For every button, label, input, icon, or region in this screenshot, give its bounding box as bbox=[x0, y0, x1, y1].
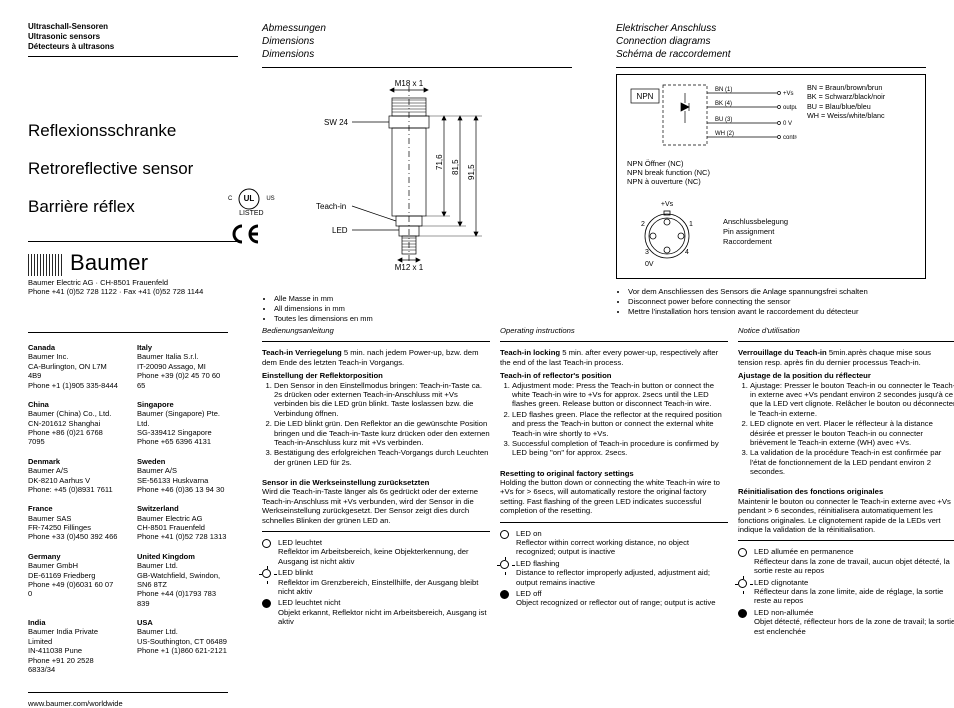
svg-text:Teach-in: Teach-in bbox=[316, 202, 346, 211]
website-url: www.baumer.com/worldwide bbox=[28, 699, 228, 708]
led-state: LED leuchtet nichtObjekt erkannt, Reflek… bbox=[262, 598, 490, 626]
office-entry: FranceBaumer SASFR-74250 FillingesPhone … bbox=[28, 504, 119, 542]
svg-text:81,5: 81,5 bbox=[451, 159, 460, 175]
dim-hdr-de: Abmessungen bbox=[262, 22, 572, 35]
led-state: LED offObject recognized or reflector ou… bbox=[500, 589, 728, 608]
led-state: LED flashingDistance to reflector improp… bbox=[500, 559, 728, 587]
title-de: Reflexionsschranke bbox=[28, 121, 238, 141]
svg-text:BK (4): BK (4) bbox=[715, 101, 732, 107]
brand-name: Baumer bbox=[70, 250, 148, 276]
office-entry: DenmarkBaumer A/SDK-8210 Aarhus VPhone: … bbox=[28, 457, 119, 495]
svg-text:NPN: NPN bbox=[637, 92, 654, 101]
svg-text:WH (2): WH (2) bbox=[715, 131, 734, 137]
office-entry: CanadaBaumer Inc.CA-Burlington, ON L7M 4… bbox=[28, 343, 119, 390]
connection-box: NPN BN (1) BK (4) BU (3) WH (2) +Vs outp… bbox=[616, 74, 926, 279]
cat-fr: Détecteurs à ultrasons bbox=[28, 42, 238, 52]
svg-text:3: 3 bbox=[645, 249, 649, 256]
svg-text:+Vs: +Vs bbox=[661, 201, 674, 208]
ce-icon bbox=[228, 223, 262, 245]
svg-text:M12 x 1: M12 x 1 bbox=[395, 263, 424, 272]
left-column: Ultraschall-Sensoren Ultrasonic sensors … bbox=[28, 22, 238, 296]
plug-diagram: +Vs 0V 1 2 3 4 bbox=[627, 196, 707, 268]
dim-note: Alle Masse in mm bbox=[274, 294, 572, 304]
office-entry: United KingdomBaumer Ltd.GB-Watchfield, … bbox=[137, 552, 228, 608]
office-entry: USABaumer Ltd.US-Southington, CT 06489Ph… bbox=[137, 618, 228, 674]
led-icon bbox=[262, 569, 271, 578]
svg-text:M18 x 1: M18 x 1 bbox=[395, 79, 424, 88]
led-icon bbox=[262, 599, 271, 608]
svg-text:control/Teach-in: control/Teach-in bbox=[783, 135, 797, 141]
dim-note: Toutes les dimensions en mm bbox=[274, 314, 572, 324]
conn-hdr-en: Connection diagrams bbox=[616, 35, 926, 48]
wire-legend: BN = Braun/brown/brun BK = Schwarz/black… bbox=[807, 83, 885, 120]
svg-text:LED: LED bbox=[332, 226, 348, 235]
office-entry: ItalyBaumer Italia S.r.l.IT-20090 Assago… bbox=[137, 343, 228, 390]
dim-hdr-fr: Dimensions bbox=[262, 48, 572, 61]
led-icon bbox=[738, 609, 747, 618]
led-state: LED blinktReflektor im Grenzbereich, Ein… bbox=[262, 568, 490, 596]
led-icon bbox=[500, 560, 509, 569]
brand: Baumer bbox=[28, 250, 238, 276]
svg-text:0V: 0V bbox=[645, 261, 654, 268]
office-entry: SwitzerlandBaumer Electric AGCH-8501 Fra… bbox=[137, 504, 228, 542]
svg-text:0 V: 0 V bbox=[783, 121, 792, 127]
brand-logo-icon bbox=[28, 254, 64, 276]
ul-icon: UL bbox=[238, 188, 260, 210]
offices-grid: CanadaBaumer Inc.CA-Burlington, ON L7M 4… bbox=[28, 326, 228, 708]
office-entry: SwedenBaumer A/SSE-56133 HuskvarnaPhone … bbox=[137, 457, 228, 495]
instructions-fr: Notice d'utilisation Verrouillage du Tea… bbox=[738, 326, 954, 636]
led-icon bbox=[500, 530, 509, 539]
svg-text:1: 1 bbox=[689, 221, 693, 228]
svg-text:91,5: 91,5 bbox=[467, 164, 476, 180]
led-state: LED allumée en permanenceRéflecteur dans… bbox=[738, 547, 954, 575]
lang-title: Notice d'utilisation bbox=[738, 326, 954, 335]
office-entry: SingaporeBaumer (Singapore) Pte. Ltd.SG-… bbox=[137, 400, 228, 447]
cat-en: Ultrasonic sensors bbox=[28, 32, 238, 42]
dimensions-column: Abmessungen Dimensions Dimensions bbox=[262, 22, 572, 323]
office-entry: GermanyBaumer GmbHDE-61169 FriedbergPhon… bbox=[28, 552, 119, 608]
dimensions-figure: M18 x 1 SW 24 Teach-in LED M12 x 1 71,6 … bbox=[262, 78, 572, 288]
dim-note: All dimensions in mm bbox=[274, 304, 572, 314]
svg-text:output: output bbox=[783, 105, 797, 111]
title-fr: Barrière réflex bbox=[28, 197, 238, 217]
connection-notes: Vor dem Anschliessen des Sensors die Anl… bbox=[616, 287, 926, 317]
svg-text:SW 24: SW 24 bbox=[324, 118, 349, 127]
doc-category: Ultraschall-Sensoren Ultrasonic sensors … bbox=[28, 22, 238, 52]
svg-text:2: 2 bbox=[641, 221, 645, 228]
lang-title: Operating instructions bbox=[500, 326, 728, 335]
divider bbox=[28, 56, 238, 57]
svg-text:71,6: 71,6 bbox=[435, 154, 444, 170]
cat-de: Ultraschall-Sensoren bbox=[28, 22, 238, 32]
dimension-notes: Alle Masse in mm All dimensions in mm To… bbox=[262, 294, 572, 323]
led-state: LED non-alluméeObjet détecté, réflecteur… bbox=[738, 608, 954, 636]
office-entry: ChinaBaumer (China) Co., Ltd.CN-201612 S… bbox=[28, 400, 119, 447]
office-entry: IndiaBaumer India Private LimitedIN-4110… bbox=[28, 618, 119, 674]
led-state: LED onReflector within correct working d… bbox=[500, 529, 728, 557]
dim-hdr-en: Dimensions bbox=[262, 35, 572, 48]
led-icon bbox=[500, 590, 509, 599]
led-state: LED clignotanteRéflecteur dans la zone l… bbox=[738, 578, 954, 606]
brand-address: Baumer Electric AG · CH-8501 Frauenfeld bbox=[28, 278, 238, 287]
led-state: LED leuchtetReflektor im Arbeitsbereich,… bbox=[262, 538, 490, 566]
instructions-de: Bedienungsanleitung Teach-in Verriegelun… bbox=[262, 326, 490, 627]
lang-title: Bedienungsanleitung bbox=[262, 326, 490, 335]
svg-text:BN (1): BN (1) bbox=[715, 87, 732, 93]
svg-text:+Vs: +Vs bbox=[783, 91, 794, 97]
conn-hdr-fr: Schéma de raccordement bbox=[616, 48, 926, 61]
svg-text:UL: UL bbox=[244, 194, 255, 203]
led-icon bbox=[262, 539, 271, 548]
led-icon bbox=[738, 548, 747, 557]
brand-phone: Phone +41 (0)52 728 1122 · Fax +41 (0)52… bbox=[28, 287, 238, 296]
led-icon bbox=[738, 579, 747, 588]
conn-hdr-de: Elektrischer Anschluss bbox=[616, 22, 926, 35]
svg-text:4: 4 bbox=[685, 249, 689, 256]
title-en: Retroreflective sensor bbox=[28, 159, 238, 179]
svg-text:BU (3): BU (3) bbox=[715, 117, 732, 123]
instructions-en: Operating instructions Teach-in locking … bbox=[500, 326, 728, 608]
connection-column: Elektrischer Anschluss Connection diagra… bbox=[616, 22, 926, 317]
wiring-diagram: NPN BN (1) BK (4) BU (3) WH (2) +Vs outp… bbox=[627, 83, 797, 155]
